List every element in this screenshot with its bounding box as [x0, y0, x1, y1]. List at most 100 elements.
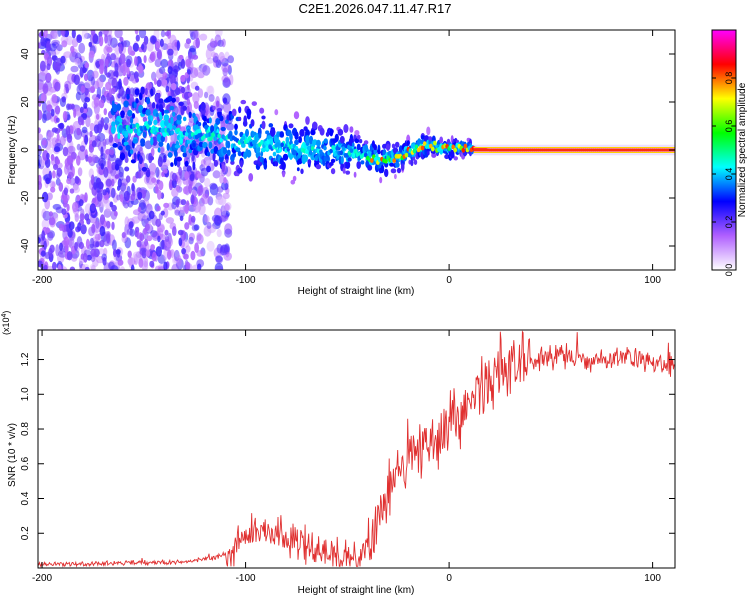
heatmap-cell: [108, 161, 112, 172]
heatmap-cell: [134, 56, 138, 66]
heatmap-cell: [184, 160, 189, 167]
heatmap-cell: [213, 136, 217, 142]
heatmap-cell: [74, 242, 78, 251]
heatmap-cell: [105, 81, 112, 91]
heatmap-cell: [215, 196, 224, 205]
heatmap-cell: [177, 229, 184, 236]
heatmap-cell: [139, 92, 143, 101]
heatmap-cell: [208, 117, 212, 124]
heatmap-cell: [396, 167, 402, 174]
heatmap-cell: [354, 130, 360, 136]
heatmap-cell: [59, 122, 65, 130]
heatmap-cell: [212, 170, 221, 179]
heatmap-cell: [38, 109, 43, 121]
heatmap-cell: [117, 178, 122, 188]
x-tick-label: -100: [236, 275, 256, 286]
heatmap-cell: [189, 173, 195, 180]
heatmap-cell: [305, 116, 310, 125]
heatmap-cell: [127, 45, 133, 56]
heatmap-cell: [172, 111, 176, 117]
heatmap-cell: [153, 77, 157, 85]
heatmap-cell: [221, 205, 227, 217]
heatmap-cell: [46, 112, 53, 120]
heatmap-cell: [310, 146, 315, 151]
heatmap-cell: [108, 134, 114, 143]
heatmap-cell: [330, 158, 336, 163]
heatmap-cell: [162, 72, 168, 79]
heatmap-cell: [104, 138, 110, 145]
heatmap-cell: [49, 244, 55, 253]
heatmap-cell: [126, 58, 131, 68]
heatmap-cell: [180, 86, 186, 94]
heatmap-cell: [245, 128, 249, 137]
heatmap-cell: [115, 70, 119, 78]
heatmap-cell: [76, 195, 81, 201]
heatmap-cell: [136, 230, 140, 240]
heatmap-cell: [38, 181, 43, 190]
heatmap-cell: [71, 38, 79, 48]
heatmap-cell: [115, 249, 121, 255]
heatmap-cell: [63, 195, 68, 204]
heatmap-cell: [153, 119, 158, 126]
heatmap-cell: [164, 235, 170, 242]
heatmap-cell: [92, 33, 99, 44]
heatmap-cell: [216, 229, 222, 238]
heatmap-cell: [50, 108, 55, 117]
heatmap-cell: [130, 159, 136, 164]
heatmap-cell: [41, 139, 47, 146]
heatmap-cell: [63, 187, 69, 196]
heatmap-cell: [200, 101, 206, 111]
heatmap-cell: [126, 66, 130, 75]
heatmap-cell: [303, 154, 308, 163]
heatmap-cell: [124, 166, 130, 172]
heatmap-cell: [79, 106, 84, 114]
heatmap-cell: [146, 124, 150, 130]
heatmap-cell: [167, 66, 173, 75]
heatmap-cell: [410, 159, 414, 167]
heatmap-cell: [223, 177, 227, 184]
heatmap-cell: [108, 261, 115, 270]
heatmap-cell: [125, 144, 131, 151]
heatmap-cell: [114, 163, 120, 171]
heatmap-cell: [112, 239, 117, 251]
heatmap-cell: [219, 55, 226, 63]
heatmap-cell: [100, 163, 105, 170]
heatmap-cell: [135, 123, 140, 129]
heatmap-cell: [222, 148, 228, 155]
heatmap-cell: [358, 139, 363, 144]
heatmap-cell: [98, 99, 105, 109]
heatmap-cell: [370, 158, 374, 163]
heatmap-cell: [103, 108, 108, 116]
heatmap-cell: [60, 55, 66, 64]
heatmap-cell: [288, 123, 294, 129]
heatmap-cell: [141, 166, 148, 172]
heatmap-cell: [294, 131, 299, 140]
heatmap-cell: [241, 143, 246, 148]
heatmap-cell: [333, 152, 337, 157]
heatmap-cell: [323, 145, 327, 151]
heatmap-cell: [99, 239, 105, 248]
heatmap-cell: [76, 155, 81, 166]
heatmap-cell: [160, 135, 165, 143]
heatmap-cell: [84, 80, 92, 89]
heatmap-cell: [134, 30, 139, 35]
heatmap-cell: [404, 152, 409, 158]
heatmap-cell: [182, 152, 187, 158]
heatmap-cell: [335, 145, 340, 151]
heatmap-cell: [88, 41, 93, 48]
heatmap-cell: [363, 152, 368, 158]
heatmap-x-axis: -200 -100 0 100: [32, 30, 661, 286]
heatmap-cell: [97, 233, 102, 241]
heatmap-cell: [176, 40, 180, 51]
heatmap-cell: [83, 73, 89, 82]
heatmap-cell: [183, 116, 187, 122]
heatmap-cell: [127, 109, 133, 117]
heatmap-cell: [48, 211, 54, 217]
heatmap-cell: [132, 42, 139, 52]
heatmap-cell: [157, 147, 161, 153]
heatmap-cell: [149, 156, 154, 161]
heatmap-cell: [240, 160, 243, 168]
heatmap-cell: [176, 156, 182, 162]
heatmap-cell: [183, 186, 189, 195]
heatmap-cell: [308, 150, 313, 156]
